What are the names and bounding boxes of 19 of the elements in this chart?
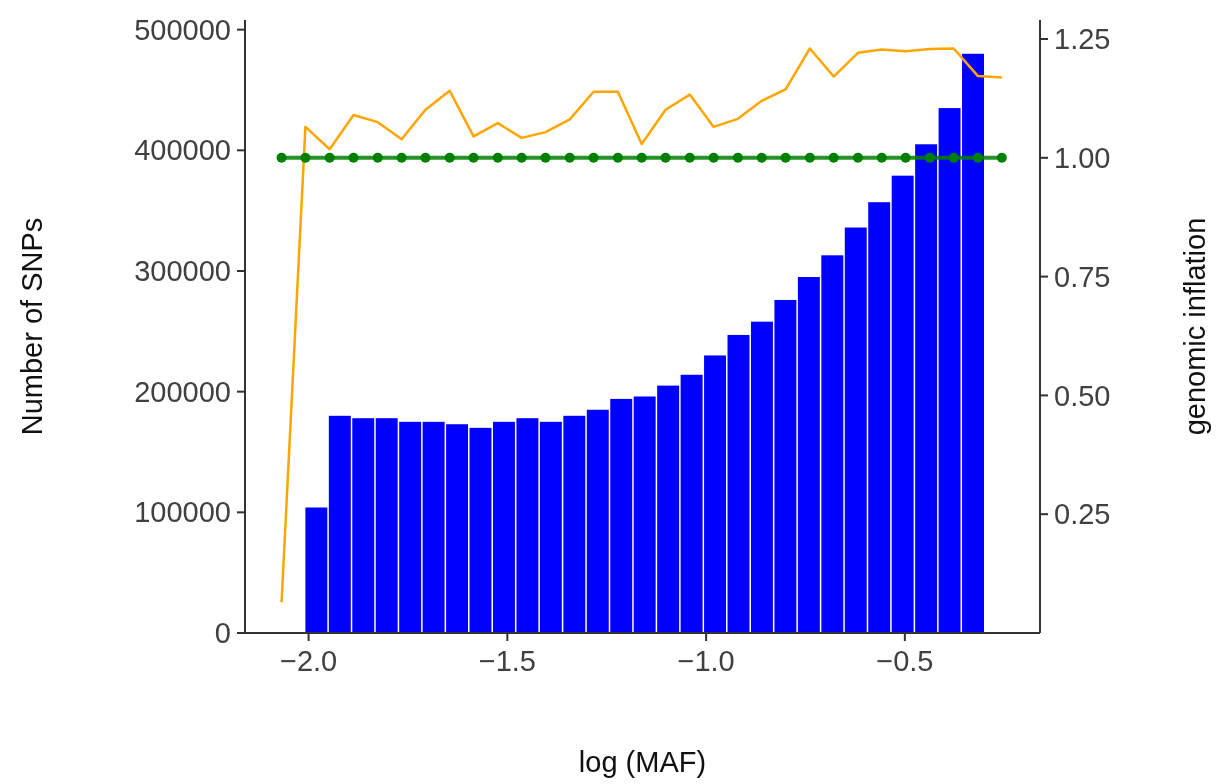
x-tick-label: −2.0 [279, 645, 338, 677]
y-tick-label: 0 [214, 617, 231, 650]
y-tick-label: 200000 [134, 375, 231, 408]
x-tick-label: −1.0 [677, 645, 735, 677]
y2-tick-label: 0.50 [1054, 379, 1111, 412]
y-tick-label: 300000 [134, 255, 231, 288]
x-tick-label: −0.5 [876, 645, 934, 677]
x-tick-label: −1.5 [478, 645, 536, 677]
y2-tick-label: 0.75 [1054, 260, 1111, 293]
y-tick-label: 400000 [134, 134, 231, 167]
y2-axis-title: genomic inflation [1179, 217, 1211, 436]
y-tick-label: 500000 [134, 13, 231, 46]
x-axis-title: log (MAF) [578, 746, 707, 778]
y-tick-label: 100000 [134, 496, 231, 529]
y2-tick-label: 1.25 [1054, 23, 1111, 56]
line-series [280, 47, 1004, 604]
y2-tick-label: 1.00 [1054, 141, 1111, 174]
y-axis-title: Number of SNPs [16, 217, 48, 436]
y2-tick-label: 0.25 [1054, 498, 1111, 531]
